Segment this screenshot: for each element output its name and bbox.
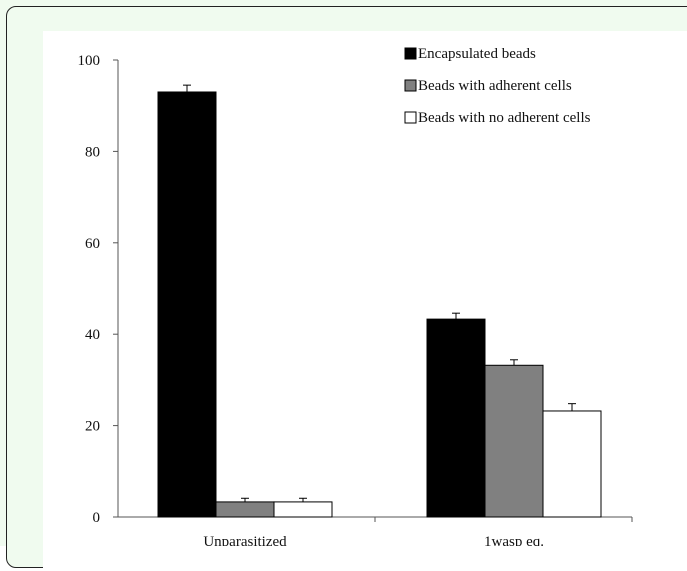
bar	[484, 364, 544, 518]
y-tick-label: 60	[85, 236, 100, 252]
bar	[273, 501, 333, 518]
y-tick-label: 20	[85, 419, 100, 435]
bar	[426, 318, 486, 518]
bar	[157, 91, 217, 518]
y-tick-label: 100	[78, 53, 101, 69]
bar-chart: 0 20 40 60 80 100 Unparasitized 1wasp eq. Encaps…	[78, 46, 633, 546]
legend-swatch	[404, 47, 417, 60]
legend-label: Encapsulated beads	[418, 46, 536, 62]
y-tick-label: 80	[85, 144, 100, 160]
figure-frame	[6, 6, 687, 571]
bar	[215, 501, 275, 518]
y-tick-label: 40	[85, 327, 100, 343]
y-tick-label: 0	[93, 510, 101, 526]
x-tick-label: Unparasitized	[203, 534, 287, 546]
x-tick-label: 1wasp eq.	[484, 534, 544, 546]
legend-label: Beads with adherent cells	[418, 78, 572, 94]
legend-label: Beads with no adherent cells	[418, 110, 591, 126]
bar	[542, 410, 602, 518]
legend-swatch	[404, 79, 417, 92]
legend-swatch	[404, 111, 417, 124]
